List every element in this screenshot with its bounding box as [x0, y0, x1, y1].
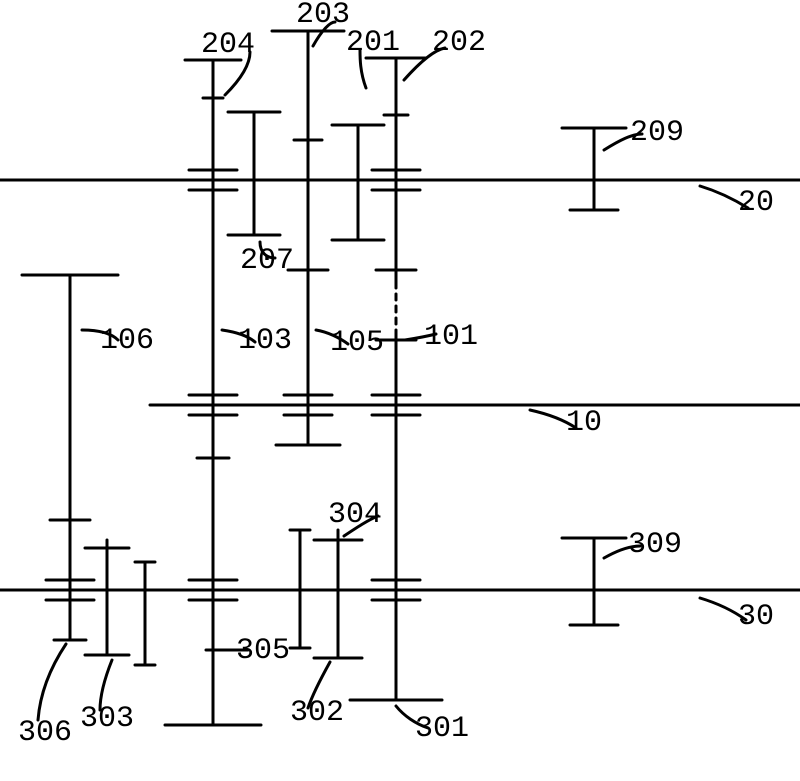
- ref-label: 106: [100, 324, 154, 358]
- ref-label: 304: [328, 498, 382, 532]
- ref-label: 10: [566, 406, 602, 440]
- ref-label: 204: [201, 28, 255, 62]
- ref-label: 207: [240, 244, 294, 278]
- ref-label: 302: [290, 696, 344, 730]
- ref-label: 103: [238, 324, 292, 358]
- ref-label: 105: [330, 326, 384, 360]
- ref-label: 209: [630, 116, 684, 150]
- ref-label: 303: [80, 702, 134, 736]
- ref-label: 305: [236, 634, 290, 668]
- ref-label: 309: [628, 528, 682, 562]
- ref-label: 203: [296, 0, 350, 32]
- ref-label: 202: [432, 26, 486, 60]
- ref-label: 201: [346, 26, 400, 60]
- ref-label: 306: [18, 716, 72, 750]
- ref-label: 20: [738, 186, 774, 220]
- gear-shaft-diagram: 204 203201 202 209 20 207 106 103 105 101 10 304 309…: [0, 0, 800, 781]
- ref-label: 301: [415, 712, 469, 746]
- ref-label: 101: [424, 320, 478, 354]
- ref-label: 30: [738, 600, 774, 634]
